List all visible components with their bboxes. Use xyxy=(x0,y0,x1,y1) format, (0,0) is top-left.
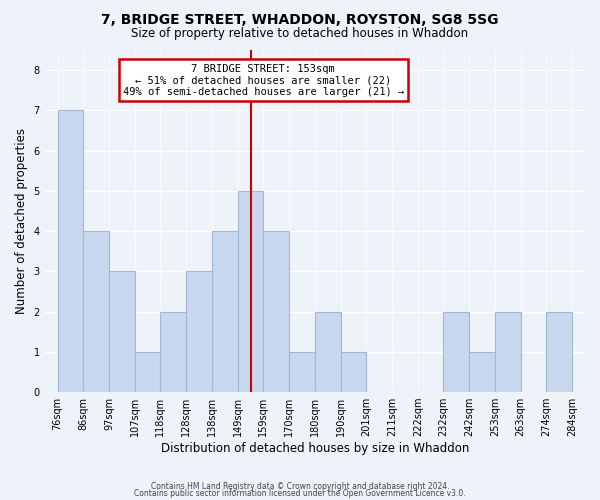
Text: 7, BRIDGE STREET, WHADDON, ROYSTON, SG8 5SG: 7, BRIDGE STREET, WHADDON, ROYSTON, SG8 … xyxy=(101,12,499,26)
X-axis label: Distribution of detached houses by size in Whaddon: Distribution of detached houses by size … xyxy=(161,442,469,455)
Bar xyxy=(495,312,521,392)
Bar xyxy=(160,312,186,392)
Text: 7 BRIDGE STREET: 153sqm
← 51% of detached houses are smaller (22)
49% of semi-de: 7 BRIDGE STREET: 153sqm ← 51% of detache… xyxy=(123,64,404,97)
Bar xyxy=(315,312,341,392)
Bar xyxy=(289,352,315,392)
Bar xyxy=(83,231,109,392)
Bar xyxy=(238,191,263,392)
Text: Contains public sector information licensed under the Open Government Licence v3: Contains public sector information licen… xyxy=(134,490,466,498)
Bar xyxy=(58,110,83,392)
Bar xyxy=(263,231,289,392)
Bar xyxy=(135,352,160,392)
Bar xyxy=(443,312,469,392)
Bar xyxy=(341,352,366,392)
Y-axis label: Number of detached properties: Number of detached properties xyxy=(15,128,28,314)
Bar xyxy=(212,231,238,392)
Bar xyxy=(547,312,572,392)
Bar xyxy=(469,352,495,392)
Text: Size of property relative to detached houses in Whaddon: Size of property relative to detached ho… xyxy=(131,28,469,40)
Bar xyxy=(186,272,212,392)
Bar xyxy=(109,272,135,392)
Text: Contains HM Land Registry data © Crown copyright and database right 2024.: Contains HM Land Registry data © Crown c… xyxy=(151,482,449,491)
